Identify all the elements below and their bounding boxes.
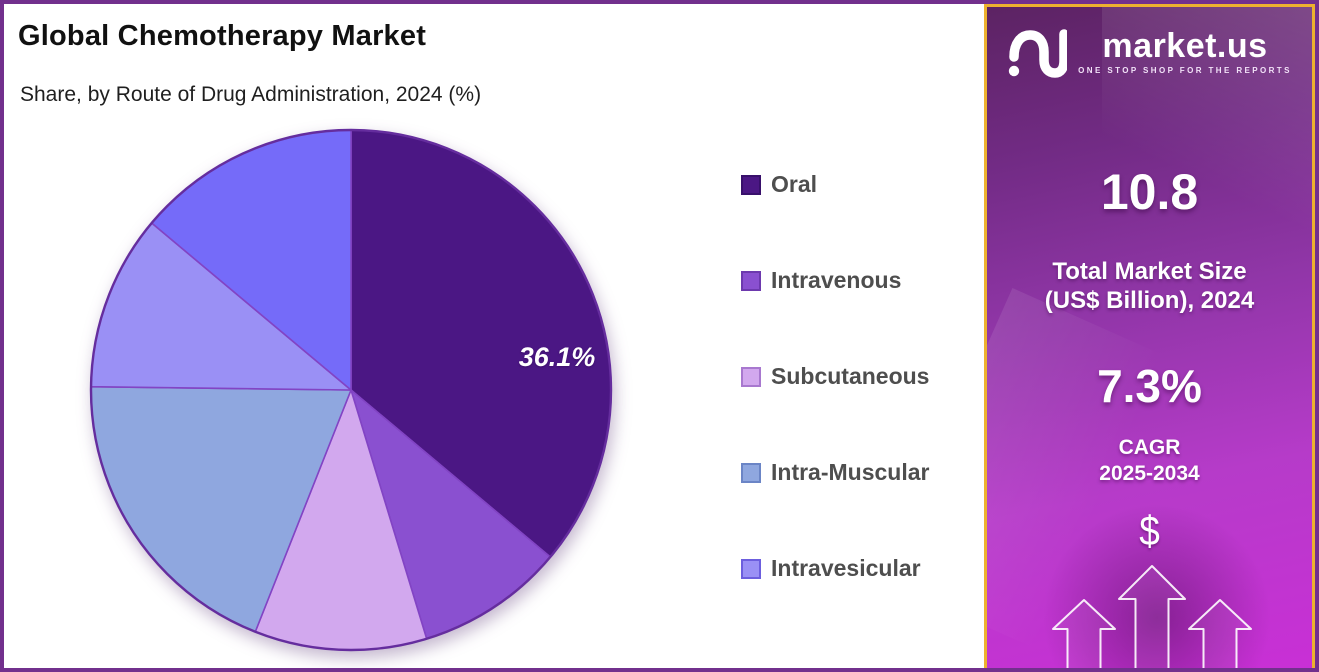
pie-chart — [77, 116, 625, 664]
page-title: Global Chemotherapy Market — [18, 20, 427, 52]
legend-label-intravesicular: Intravesicular — [771, 555, 921, 581]
marketus-logo-icon — [1008, 29, 1068, 78]
legend-swatch-intra-muscular — [741, 462, 761, 483]
legend-label-intra-muscular: Intra-Muscular — [771, 459, 930, 485]
cagr-value: 7.3% — [1097, 360, 1202, 412]
growth-arrows-icon — [1052, 565, 1252, 668]
legend-swatch-intravenous — [741, 270, 761, 291]
cagr-label-line1: CAGR — [1118, 436, 1181, 459]
pie-outer-ring — [89, 128, 613, 652]
dollar-icon: $ — [1139, 507, 1160, 554]
brand-side-panel: market.us ONE STOP SHOP FOR THE REPORTS … — [984, 4, 1315, 668]
legend-item-intravesicular: Intravesicular — [741, 555, 929, 582]
legend-item-subcutaneous: Subcutaneous — [741, 363, 929, 390]
market-size-label-line2: (US$ Billion), 2024 — [1044, 287, 1255, 314]
pie-data-label-oral: 36.1% — [518, 342, 596, 372]
legend-swatch-subcutaneous — [741, 366, 761, 387]
legend-item-oral: Oral — [741, 171, 929, 198]
legend-label-oral: Oral — [771, 171, 818, 197]
cagr-label: CAGR 2025-2034 — [987, 435, 1312, 487]
market-size-label: Total Market Size (US$ Billion), 2024 — [987, 257, 1312, 315]
page-subtitle: Share, by Route of Drug Administration, … — [20, 83, 482, 106]
pie-chart-svg — [89, 128, 613, 652]
chart-legend: Oral Intravenous Subcutaneous Intra-Muscula… — [741, 171, 929, 582]
legend-swatch-oral — [741, 174, 761, 195]
legend-item-intra-muscular: Intra-Muscular — [741, 459, 929, 486]
legend-label-intravenous: Intravenous — [771, 267, 902, 293]
brand-tagline: ONE STOP SHOP FOR THE REPORTS — [1078, 66, 1292, 75]
legend-swatch-intravesicular — [741, 558, 761, 579]
legend-item-intravenous: Intravenous — [741, 267, 929, 294]
market-size-label-line1: Total Market Size — [1052, 258, 1247, 285]
brand-name: market.us — [1102, 27, 1268, 65]
market-size-value: 10.8 — [1100, 164, 1199, 220]
cagr-label-line2: 2025-2034 — [1099, 462, 1200, 485]
marketus-logo: market.us ONE STOP SHOP FOR THE REPORTS — [987, 26, 1312, 78]
legend-label-subcutaneous: Subcutaneous — [771, 363, 930, 389]
